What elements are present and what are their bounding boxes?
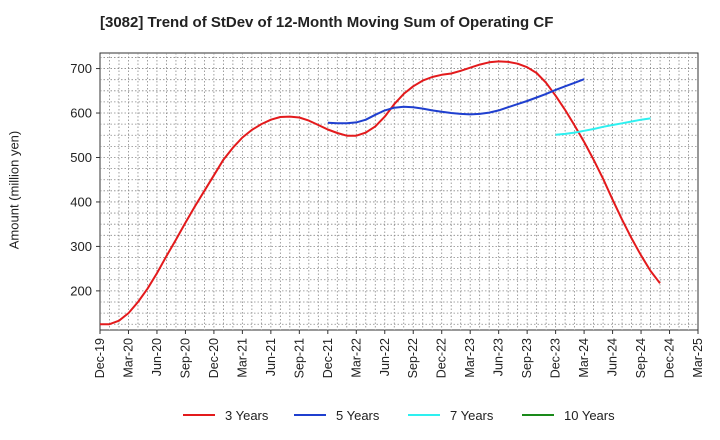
legend-swatch-3-years bbox=[183, 414, 215, 416]
x-tick-label: Jun-20 bbox=[150, 338, 164, 376]
legend-swatch-7-years bbox=[408, 414, 440, 416]
series-line-7-years bbox=[555, 117, 651, 136]
legend-swatch-5-years bbox=[294, 414, 326, 416]
y-tick-label: 200 bbox=[70, 283, 92, 298]
series-line-3-years bbox=[100, 60, 661, 326]
plot-area bbox=[99, 52, 699, 331]
x-tick-label: Jun-24 bbox=[606, 338, 620, 376]
x-tick-label: Jun-22 bbox=[378, 338, 392, 376]
chart-legend: 3 Years 5 Years 7 Years 10 Years bbox=[0, 405, 720, 425]
x-tick-label: Mar-25 bbox=[691, 338, 705, 378]
x-tick-label: Sep-23 bbox=[520, 338, 534, 378]
x-tick-label: Sep-24 bbox=[634, 338, 648, 378]
legend-swatch-10-years bbox=[522, 414, 554, 416]
y-tick-label: 300 bbox=[70, 239, 92, 254]
legend-label-10-years: 10 Years bbox=[564, 407, 615, 423]
x-tick-label: Sep-21 bbox=[292, 338, 306, 378]
legend-item-10-years: 10 Years bbox=[522, 405, 615, 425]
legend-item-5-years: 5 Years bbox=[294, 405, 379, 425]
y-tick-label: 700 bbox=[70, 61, 92, 76]
x-tick-label: Dec-20 bbox=[207, 338, 221, 378]
chart-title: [3082] Trend of StDev of 12-Month Moving… bbox=[100, 14, 554, 31]
x-tick-label: Mar-22 bbox=[349, 338, 363, 378]
legend-label-5-years: 5 Years bbox=[336, 407, 380, 423]
x-tick-label: Mar-21 bbox=[235, 338, 249, 378]
legend-label-3-years: 3 Years bbox=[225, 407, 269, 423]
y-tick-label: 600 bbox=[70, 106, 92, 121]
legend-item-7-years: 7 Years bbox=[408, 405, 493, 425]
x-tick-label: Mar-20 bbox=[121, 338, 135, 378]
y-tick-label: 500 bbox=[70, 150, 92, 165]
x-tick-label: Sep-20 bbox=[178, 338, 192, 378]
x-tick-label: Dec-24 bbox=[663, 338, 677, 378]
x-tick-label: Dec-21 bbox=[321, 338, 335, 378]
x-tick-label: Jun-23 bbox=[492, 338, 506, 376]
x-tick-label: Mar-23 bbox=[463, 338, 477, 378]
legend-label-7-years: 7 Years bbox=[450, 407, 494, 423]
x-tick-label: Dec-22 bbox=[435, 338, 449, 378]
x-tick-label: Jun-21 bbox=[264, 338, 278, 376]
x-tick-label: Dec-23 bbox=[549, 338, 563, 378]
x-tick-label: Sep-22 bbox=[406, 338, 420, 378]
y-tick-label: 400 bbox=[70, 194, 92, 209]
series-line-5-years bbox=[327, 78, 585, 125]
x-tick-label: Mar-24 bbox=[577, 338, 591, 378]
legend-item-3-years: 3 Years bbox=[183, 405, 268, 425]
x-tick-label: Dec-19 bbox=[93, 338, 107, 378]
